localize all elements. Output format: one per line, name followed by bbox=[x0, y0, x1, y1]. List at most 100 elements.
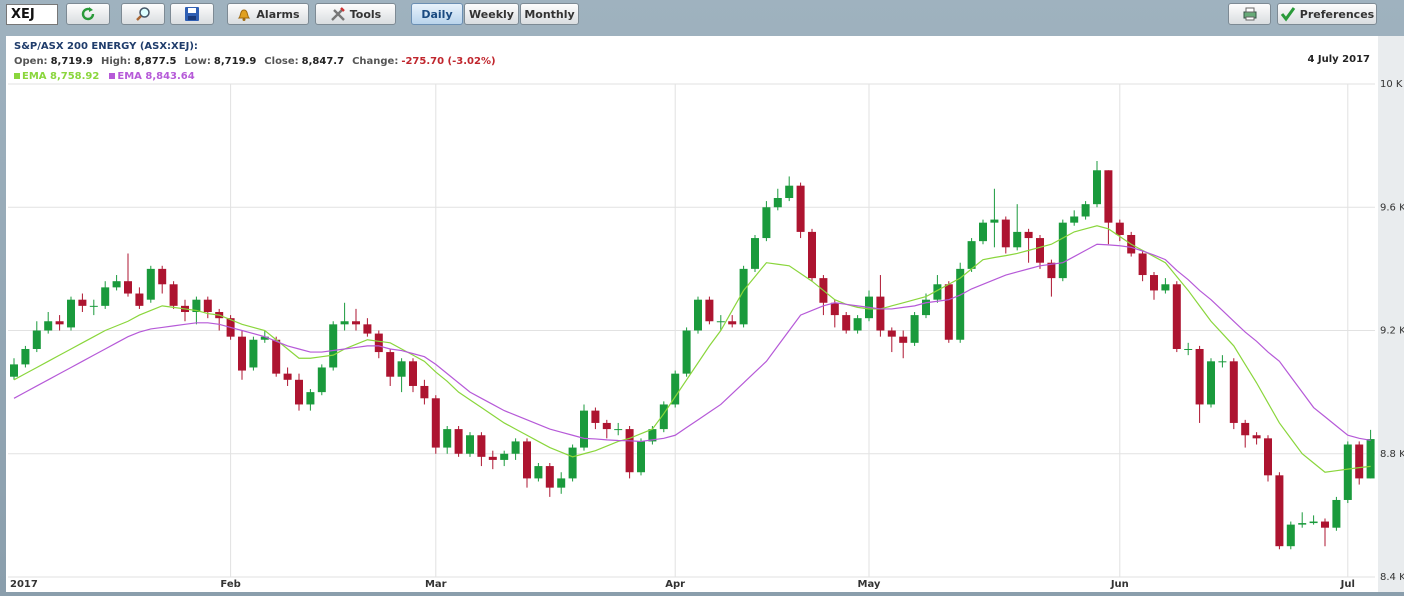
field-value: 8,847.7 bbox=[301, 56, 345, 67]
candle-body bbox=[568, 447, 577, 479]
print-button[interactable] bbox=[1228, 3, 1271, 25]
candle-body bbox=[409, 361, 417, 386]
candle-body bbox=[762, 207, 771, 239]
candle-body bbox=[602, 422, 611, 430]
tools-icon bbox=[330, 7, 345, 21]
period-button[interactable]: Weekly bbox=[464, 3, 519, 25]
button-label: Alarms bbox=[256, 7, 300, 21]
candle-body bbox=[933, 284, 942, 300]
y-tick-label: 8.4 K bbox=[1380, 572, 1404, 583]
candle-body bbox=[112, 281, 121, 288]
candle-body bbox=[431, 398, 440, 448]
save-button[interactable] bbox=[170, 3, 214, 25]
chart-panel bbox=[6, 36, 1378, 592]
axis-strip bbox=[1378, 36, 1404, 592]
candle-body bbox=[466, 435, 474, 454]
candle-body bbox=[272, 339, 281, 374]
candle-body bbox=[397, 361, 406, 377]
x-tick-label: Mar bbox=[425, 579, 447, 590]
candle-body bbox=[557, 478, 566, 488]
candle-body bbox=[44, 321, 53, 331]
y-tick-label: 9.2 K bbox=[1380, 326, 1404, 337]
check-icon bbox=[1280, 7, 1295, 22]
candle-body bbox=[1161, 284, 1170, 291]
candle-body bbox=[659, 404, 668, 430]
y-tick-label: 10 K bbox=[1380, 79, 1403, 90]
candle-body bbox=[979, 222, 987, 242]
candle-body bbox=[32, 330, 41, 349]
candle-body bbox=[249, 339, 258, 368]
candle-body bbox=[682, 330, 691, 374]
symbol-input[interactable]: XEJ bbox=[6, 4, 58, 25]
quote-header: S&P/ASX 200 ENERGY (ASX:XEJ): Open: 8,719… bbox=[14, 39, 504, 84]
candle-body bbox=[477, 435, 486, 457]
candle-body bbox=[1150, 275, 1158, 291]
quote-date: 4 July 2017 bbox=[1307, 54, 1370, 65]
candle-body bbox=[842, 315, 851, 331]
period-button[interactable]: Daily bbox=[411, 3, 463, 25]
candle-body bbox=[910, 315, 919, 343]
candle-body bbox=[637, 441, 645, 473]
candle-body bbox=[1309, 521, 1318, 524]
candle-body bbox=[10, 364, 18, 377]
candle-body bbox=[352, 321, 360, 325]
candle-body bbox=[1024, 231, 1033, 239]
candle-body bbox=[169, 284, 178, 306]
field-value: 8,719.9 bbox=[213, 56, 257, 67]
button-label: Preferences bbox=[1299, 7, 1375, 21]
candle-body bbox=[158, 268, 167, 285]
candle-body bbox=[1264, 438, 1272, 476]
legend: EMA 8,758.92 EMA 8,843.64 bbox=[14, 69, 504, 84]
x-tick-label: May bbox=[858, 579, 881, 590]
candle-body bbox=[694, 299, 702, 331]
candle-body bbox=[1321, 521, 1329, 528]
candle-body bbox=[523, 441, 531, 479]
candle-body bbox=[944, 284, 953, 340]
candle-body bbox=[1252, 435, 1261, 439]
button-label: Tools bbox=[349, 7, 382, 21]
candle-body bbox=[990, 219, 999, 223]
period-button[interactable]: Monthly bbox=[520, 3, 579, 25]
candle-body bbox=[671, 373, 680, 405]
legend-swatch bbox=[14, 73, 20, 79]
preferences-button[interactable]: Preferences bbox=[1277, 3, 1377, 25]
refresh-button[interactable] bbox=[66, 3, 110, 25]
tools-button[interactable]: Tools bbox=[315, 3, 396, 25]
change-value: -275.70 (-3.02%) bbox=[401, 56, 496, 67]
candle-body bbox=[488, 456, 497, 460]
candle-body bbox=[203, 299, 212, 313]
candle-body bbox=[956, 268, 965, 340]
alarms-button[interactable]: Alarms bbox=[227, 3, 309, 25]
field-label: High: bbox=[100, 56, 132, 67]
candle-body bbox=[1275, 475, 1284, 547]
candle-body bbox=[534, 466, 543, 479]
legend-label: EMA 8,758.92 bbox=[22, 71, 100, 82]
candle-body bbox=[78, 299, 87, 306]
candle-body bbox=[306, 392, 315, 405]
search-button[interactable] bbox=[121, 3, 165, 25]
x-tick-label: Feb bbox=[220, 579, 240, 590]
candle-body bbox=[614, 429, 623, 431]
candle-body bbox=[1138, 253, 1147, 276]
candle-body bbox=[739, 268, 748, 325]
candle-body bbox=[808, 231, 816, 279]
legend-item: EMA 8,758.92 bbox=[14, 71, 99, 82]
candle-body bbox=[1093, 170, 1101, 205]
candle-body bbox=[1058, 222, 1067, 279]
candle-body bbox=[716, 321, 725, 323]
candle-body bbox=[124, 281, 132, 294]
x-tick-label: Apr bbox=[665, 579, 685, 590]
save-icon bbox=[185, 7, 199, 21]
candle-body bbox=[1104, 170, 1113, 223]
field-label: Change: bbox=[352, 56, 399, 67]
candle-body bbox=[1366, 439, 1375, 479]
candle-body bbox=[340, 321, 349, 325]
candle-body bbox=[260, 336, 269, 340]
candle-body bbox=[1355, 444, 1364, 479]
candle-body bbox=[317, 367, 326, 393]
candle-body bbox=[283, 373, 292, 380]
print-icon bbox=[1243, 7, 1256, 21]
x-tick-label: 2017 bbox=[10, 579, 38, 590]
candle-body bbox=[386, 352, 395, 377]
